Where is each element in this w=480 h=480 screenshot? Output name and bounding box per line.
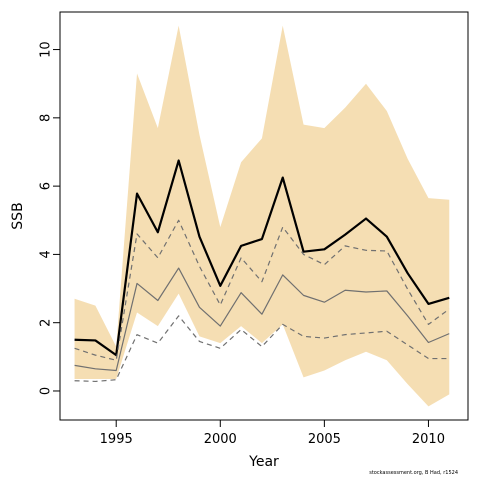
confidence-band-layer	[74, 25, 450, 407]
x-tick-label: 2005	[308, 432, 341, 447]
x-axis: 1995 2000 2005 2010	[100, 419, 445, 447]
y-tick-label: 4	[38, 250, 53, 258]
x-tick-label: 2000	[204, 432, 237, 447]
y-axis: 0 2 4 6 8 10	[38, 41, 61, 395]
series-line-1	[74, 159, 450, 357]
series-line-4	[74, 315, 450, 383]
x-tick-label: 1995	[100, 432, 133, 447]
y-axis-title: SSB	[10, 202, 26, 229]
y-tick-label: 0	[39, 387, 54, 395]
series-line-2	[74, 267, 450, 372]
y-tick-label: 8	[39, 114, 54, 122]
x-axis-title: Year	[248, 454, 279, 470]
x-tick-label: 2010	[412, 432, 445, 447]
series-layer	[74, 159, 450, 383]
y-tick-label: 2	[39, 319, 54, 327]
y-tick-label: 6	[39, 182, 54, 190]
footnote: stockassessment.org, B Had, r1524	[369, 470, 458, 476]
confidence-band	[74, 25, 450, 407]
y-tick-label: 10	[39, 41, 54, 58]
series-line-3	[74, 219, 450, 361]
